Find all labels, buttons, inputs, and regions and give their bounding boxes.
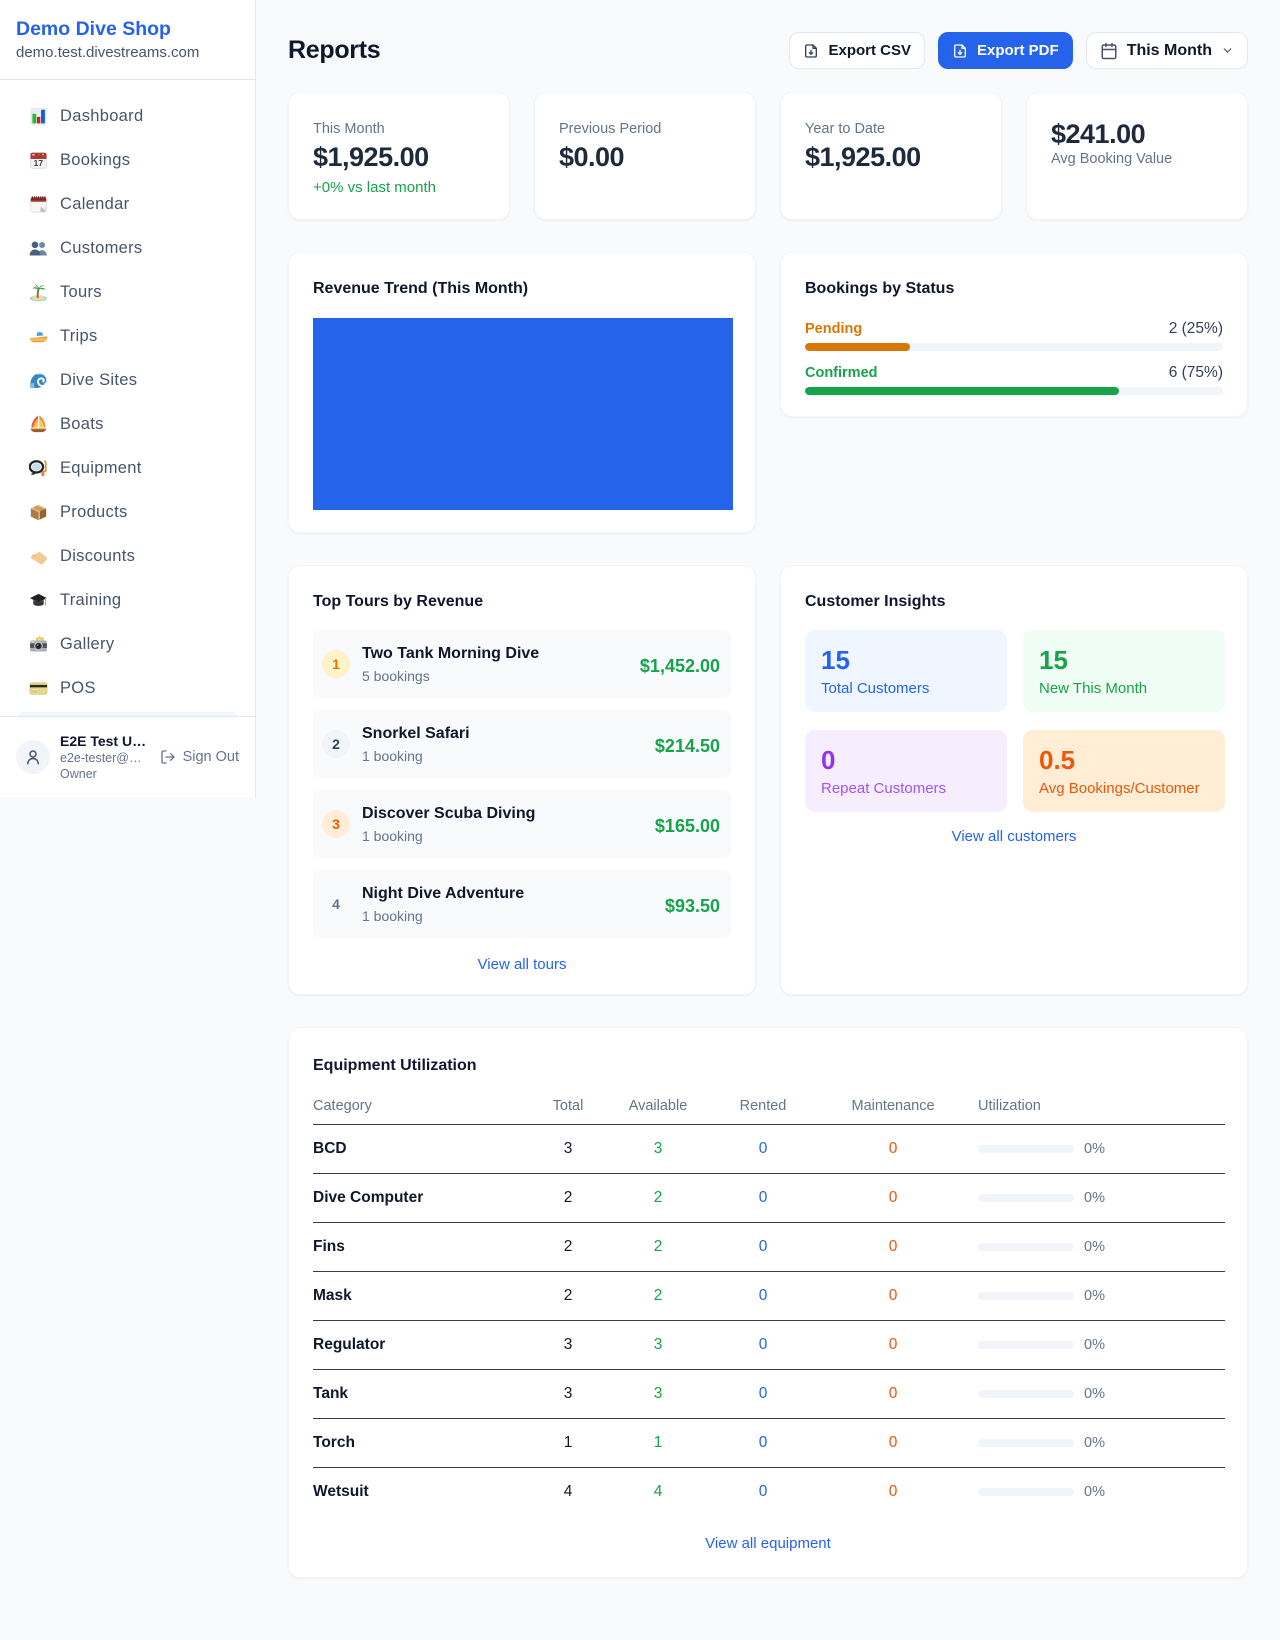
svg-text:17: 17 bbox=[34, 159, 44, 168]
